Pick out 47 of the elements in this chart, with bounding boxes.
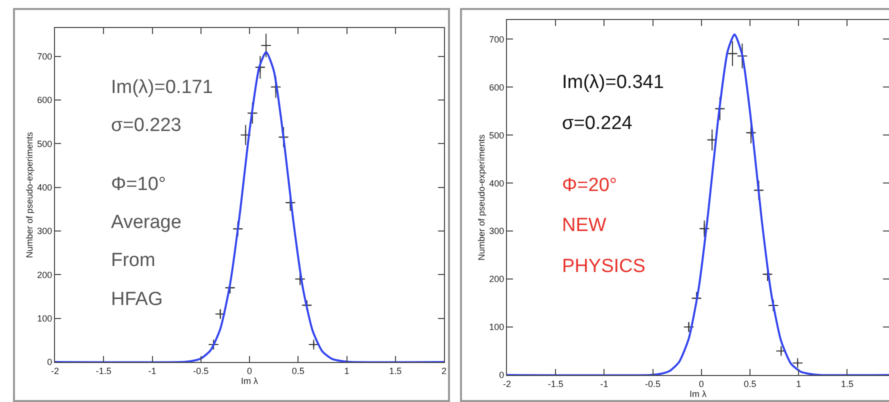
y-tick-label: 600: [37, 95, 52, 106]
x-tick-label: 0.5: [292, 366, 304, 376]
y-tick-label: 100: [37, 313, 52, 324]
annotation: σ=0.224: [562, 113, 633, 134]
y-tick-label: 400: [489, 178, 504, 188]
y-tick-label: 0: [47, 357, 52, 368]
y-tick-label: 300: [37, 226, 52, 236]
y-tick-label: 300: [489, 226, 504, 236]
x-tick-label: 0: [698, 378, 704, 389]
annotation: Φ=20°: [562, 175, 617, 196]
y-tick-label: 400: [37, 182, 52, 193]
x-tick-label: -0.5: [193, 366, 209, 376]
y-tick-label: 500: [37, 138, 52, 149]
y-tick-label: 700: [489, 34, 504, 44]
x-tick-label: -1: [148, 366, 156, 376]
x-tick-label: 1: [796, 378, 802, 389]
y-axis-title: Number of pseudo-experiments: [476, 134, 487, 261]
x-axis-title: Im λ: [241, 376, 258, 386]
x-tick-label: 1: [344, 366, 350, 376]
y-tick-label: 600: [489, 82, 504, 92]
x-tick-label: -0.5: [645, 378, 661, 389]
annotation: Φ=10°: [111, 174, 166, 195]
y-tick-label: 200: [489, 274, 504, 284]
x-tick-label: -2: [50, 366, 60, 376]
x-tick-label: 2: [441, 366, 447, 376]
annotation: From: [111, 250, 156, 271]
x-tick-label: 0.5: [744, 378, 756, 389]
x-tick-label: 1.5: [840, 378, 854, 389]
y-tick-label: 700: [37, 52, 52, 62]
annotation: Im(λ)=0.171: [111, 77, 213, 98]
x-tick-label: -1.5: [96, 366, 112, 376]
y-tick-label: 500: [489, 130, 504, 140]
annotation: σ=0.223: [111, 115, 182, 136]
y-tick-label: 200: [37, 270, 52, 280]
x-axis-title: Im λ: [690, 388, 707, 399]
x-tick-label: -1: [600, 378, 608, 389]
x-tick-label: -1.5: [548, 378, 564, 389]
annotation: PHYSICS: [562, 256, 646, 277]
x-tick-label: 1.5: [389, 366, 402, 376]
annotation: NEW: [562, 215, 606, 236]
annotation: HFAG: [111, 289, 163, 310]
annotation: Im(λ)=0.341: [562, 72, 664, 93]
annotation: Average: [111, 212, 182, 233]
y-axis-title: Number of pseudo-experiments: [24, 131, 35, 258]
y-tick-label: 100: [489, 322, 504, 332]
x-tick-label: 0: [246, 366, 252, 376]
x-tick-label: -2: [502, 378, 512, 389]
